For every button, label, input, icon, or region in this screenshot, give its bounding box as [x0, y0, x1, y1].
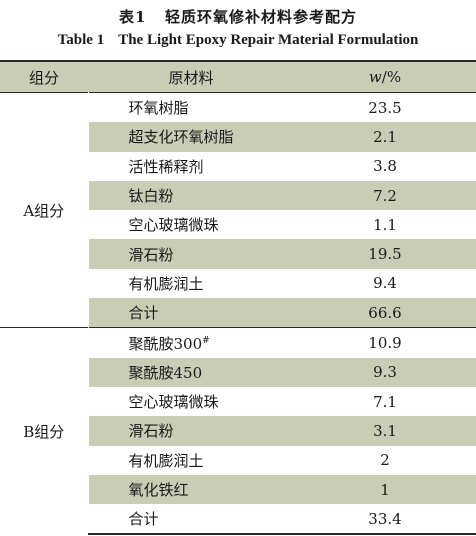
table-row: 合计 66.6: [0, 298, 476, 328]
table-header-row: 组分 原材料 w/%: [0, 61, 476, 93]
material-name: 滑石粉: [128, 422, 174, 441]
value-cell: 19.5: [294, 239, 476, 269]
group-cell: B组分: [0, 327, 89, 535]
material-name: 氧化铁红: [128, 481, 189, 499]
material-cell: 滑石粉: [88, 239, 294, 269]
material-cell: 环氧树脂: [88, 92, 294, 123]
header-group: 组分: [0, 61, 88, 93]
header-material: 原材料: [88, 61, 294, 93]
value-cell: 1: [294, 474, 476, 505]
group-cell: A组分: [0, 92, 89, 328]
material-name: 有机膨润土: [128, 274, 204, 293]
material-cell: 钛白粉: [88, 180, 294, 211]
value-cell: 3.1: [294, 416, 476, 446]
caption-cn-label: 表1: [118, 8, 147, 26]
value-cell: 66.6: [294, 298, 476, 328]
table-row: 空心玻璃微珠 1.1: [0, 210, 476, 240]
material-cell: 合计: [88, 504, 294, 536]
material-cell: 超支化环氧树脂: [88, 122, 294, 152]
material-cell: 氧化铁红: [88, 474, 294, 505]
table-row: 滑石粉 3.1: [0, 416, 476, 446]
table-row: 超支化环氧树脂 2.1: [0, 122, 476, 152]
material-name: 滑石粉: [128, 245, 174, 264]
header-unit: w/%: [294, 61, 476, 93]
table-row: 滑石粉 19.5: [0, 239, 476, 269]
caption-en-title: The Light Epoxy Repair Material Formulat…: [118, 32, 419, 48]
value-cell: 3.8: [294, 151, 476, 181]
material-name: 聚酰胺300: [128, 334, 203, 353]
formulation-table: 组分 原材料 w/% A组分 环氧树脂 23.5 超支化环氧树脂 2.1 活性稀释剂 3.8…: [0, 60, 476, 536]
table-row: 有机膨润土 9.4: [0, 268, 476, 299]
material-cell: 有机膨润土: [88, 445, 294, 475]
material-name: 空心玻璃微珠: [128, 393, 219, 412]
material-cell: 活性稀释剂: [88, 151, 294, 181]
material-name: 环氧树脂: [128, 99, 189, 118]
value-cell: 2: [294, 445, 476, 475]
material-name: 聚酰胺450: [128, 363, 203, 382]
value-cell: 9.4: [294, 268, 476, 299]
table-row: 聚酰胺450 9.3: [0, 357, 476, 387]
header-unit-rest: /%: [381, 68, 402, 86]
value-cell: 2.1: [294, 122, 476, 152]
table-row: 活性稀释剂 3.8: [0, 151, 476, 181]
material-name: 钛白粉: [128, 187, 174, 206]
caption-en-label: Table 1: [57, 32, 105, 48]
value-cell: 33.4: [294, 504, 476, 536]
value-cell: 7.1: [294, 386, 476, 417]
material-cell: 有机膨润土: [88, 268, 294, 299]
value-cell: 9.3: [294, 357, 476, 387]
caption-cn-title: 轻质环氧修补材料参考配方: [165, 8, 358, 26]
material-name: 活性稀释剂: [128, 157, 204, 176]
material-footnote-mark: #: [202, 335, 210, 346]
table-row: 钛白粉 7.2: [0, 180, 476, 211]
material-cell: 合计: [88, 298, 294, 328]
table-row: 合计 33.4: [0, 504, 476, 536]
table-row: 有机膨润土 2: [0, 445, 476, 475]
table-row: 氧化铁红 1: [0, 474, 476, 505]
material-name: 合计: [128, 510, 159, 529]
material-name: 超支化环氧树脂: [128, 128, 234, 147]
material-name: 有机膨润土: [128, 451, 204, 470]
table-caption-en: Table 1 The Light Epoxy Repair Material F…: [0, 32, 476, 49]
material-cell: 空心玻璃微珠: [88, 210, 294, 240]
material-cell: 空心玻璃微珠: [88, 386, 294, 417]
table-caption-cn: 表1 轻质环氧修补材料参考配方: [0, 6, 476, 27]
value-cell: 23.5: [294, 92, 476, 123]
table-row: 空心玻璃微珠 7.1: [0, 386, 476, 417]
material-name: 空心玻璃微珠: [128, 216, 219, 235]
value-cell: 10.9: [294, 327, 476, 358]
table-body: A组分 环氧树脂 23.5 超支化环氧树脂 2.1 活性稀释剂 3.8 钛白粉 7.2 空心玻璃微…: [0, 92, 476, 536]
value-cell: 7.2: [294, 180, 476, 211]
header-unit-var: w: [368, 68, 382, 86]
material-cell: 滑石粉: [88, 416, 294, 446]
material-cell: 聚酰胺450: [88, 357, 294, 387]
material-cell: 聚酰胺300#: [88, 327, 294, 358]
table-row: B组分 聚酰胺300# 10.9: [0, 327, 476, 535]
table-row: A组分 环氧树脂 23.5: [0, 92, 476, 328]
material-name: 合计: [128, 304, 159, 323]
value-cell: 1.1: [294, 210, 476, 240]
